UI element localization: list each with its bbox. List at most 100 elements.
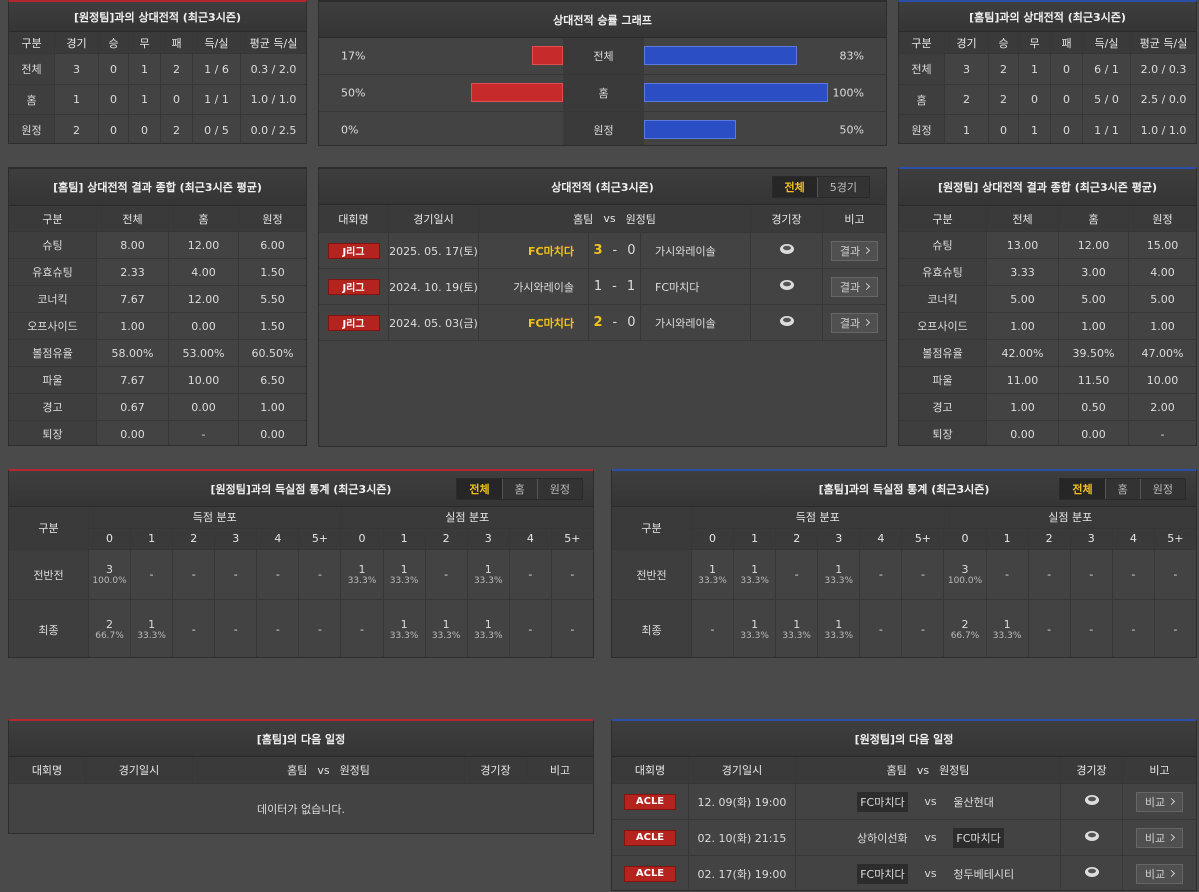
cell: 2: [161, 54, 193, 84]
cell: 1 33.3%: [692, 550, 735, 599]
panel: [원정팀]과의 상대전적 (최근3시즌) 구분 경기 승 무 패 득/실 평균 득/실 전체 3 0…: [8, 0, 307, 144]
chevron: [1168, 869, 1176, 878]
column-header: 비고: [844, 212, 865, 226]
row: 득점 분포 실점 분포: [692, 507, 1196, 529]
cell: 3 100.0%: [89, 550, 132, 599]
column-header: 비고: [1149, 764, 1170, 777]
teams: FC마치다 vs 울산현대: [796, 784, 1061, 819]
cell: -: [173, 550, 216, 599]
bucket-header: 0: [341, 528, 384, 549]
row: 전체 3 2 1 0 6 / 1 2.0 / 0.3: [899, 54, 1196, 85]
bucket-header: 5+: [902, 528, 945, 549]
left-rate: 17%: [341, 49, 366, 63]
home-team: FC마치다: [857, 791, 908, 812]
tab[interactable]: 전체: [457, 478, 502, 499]
cell: 15.00: [1146, 238, 1179, 252]
panel-title: [홈팀]과의 득실점 통계 (최근3시즌): [818, 482, 990, 496]
cell: 1.50: [260, 319, 285, 333]
row-label: 전체: [563, 38, 644, 74]
note: 결과: [823, 269, 886, 304]
left-bar: [531, 46, 563, 65]
button[interactable]: 비교: [1135, 827, 1184, 848]
cell: 13.00: [987, 232, 1059, 258]
date: 2024. 05. 03(금): [389, 305, 479, 340]
row: 전반전 3 100.0% - - - - -1 33.3% 1 33.3% -1 33.3% - -: [9, 550, 593, 600]
button[interactable]: 결과: [830, 276, 879, 297]
column-header: 홈팀: [886, 764, 907, 777]
cell: 39.50%: [1059, 340, 1129, 366]
cell: 0: [99, 115, 129, 143]
cell: 1 / 1: [193, 85, 241, 114]
panel-title: [홈팀]과의 상대전적 (최근3시즌): [969, 10, 1126, 24]
column-header: 원정팀: [339, 764, 370, 777]
score: 3-0: [589, 233, 641, 268]
row-label: 원정: [563, 112, 644, 145]
panel-title: 상대전적 승률 그래프: [553, 13, 652, 27]
column-header: 경기장: [1061, 757, 1123, 783]
button[interactable]: 결과: [830, 240, 879, 261]
percent: 33.3%: [431, 631, 461, 641]
tab[interactable]: 홈: [1104, 478, 1140, 499]
panel-title: [원정팀]과의 득실점 통계 (최근3시즌): [210, 482, 392, 496]
tab[interactable]: 원정: [536, 478, 582, 499]
row-label: 슈팅: [899, 232, 987, 258]
group-header: 득점 분포: [89, 507, 342, 528]
away-team: 울산현대: [953, 795, 994, 809]
column-header: 대회명: [319, 205, 389, 232]
cell: 1 33.3%: [384, 600, 426, 657]
row-label: 최종: [612, 600, 692, 657]
row-label: 전반전: [9, 550, 89, 599]
cell: -: [215, 550, 258, 599]
percent: 66.7%: [950, 631, 980, 641]
row: 대회명 경기일시 홈팀 vs 원정팀 경기장 비고: [319, 205, 886, 233]
count: 1: [751, 618, 759, 631]
button[interactable]: 결과: [830, 312, 879, 333]
note: 비교: [1123, 784, 1196, 819]
panel-title-bar: [홈팀]의 다음 일정: [9, 721, 593, 757]
row-label: 홈: [899, 85, 945, 114]
cell: 1 33.3%: [776, 600, 819, 657]
cell: 0: [1051, 85, 1083, 114]
cell: 1.00: [97, 313, 169, 339]
cell: 1.00: [260, 400, 285, 414]
score: 1-1: [589, 269, 641, 304]
group-header: 실점 분포: [445, 511, 490, 525]
date: 12. 09(화) 19:00: [689, 784, 796, 819]
column-header-group: 홈팀 vs 원정팀: [193, 757, 465, 783]
panel: 상대전적 승률 그래프 17% 전체 83% 50% 홈 100% 0% 원정 50%: [318, 0, 887, 146]
date: 02. 10(화) 21:15: [689, 820, 796, 855]
chevron: [863, 318, 871, 327]
column-header: 홈: [169, 206, 239, 231]
cell: 0.00: [987, 421, 1059, 445]
count: 1: [1003, 618, 1011, 631]
league-cell: J리그: [319, 269, 389, 304]
column-header: 구분: [899, 32, 945, 53]
tab[interactable]: 전체: [772, 176, 817, 197]
league-cell: J리그: [319, 305, 389, 340]
right-rate: 50%: [839, 123, 864, 137]
panel-title-bar: [홈팀] 상대전적 결과 종합 (최근3시즌 평균): [9, 169, 306, 206]
button[interactable]: 비교: [1135, 791, 1184, 812]
percent: 33.3%: [389, 576, 419, 586]
count: 1: [148, 618, 156, 631]
cell: 6.00: [260, 238, 285, 252]
tab[interactable]: 5경기: [816, 176, 869, 197]
home-score: 1: [593, 279, 603, 294]
cell: 1 33.3%: [384, 550, 426, 599]
cell: 58.00%: [97, 340, 169, 366]
cell: 0: [1019, 85, 1051, 114]
percent: 33.3%: [824, 631, 854, 641]
cell: 0.00: [169, 313, 239, 339]
panel-title-bar: [원정팀] 상대전적 결과 종합 (최근3시즌 평균): [899, 169, 1196, 206]
tab-group: 전체 홈 원정: [1059, 477, 1186, 500]
tab[interactable]: 원정: [1139, 478, 1185, 499]
column-header: 경기: [55, 32, 99, 53]
bucket-header: 2: [426, 528, 468, 549]
tab[interactable]: 전체: [1060, 478, 1105, 499]
note: 비교: [1123, 856, 1196, 890]
tab[interactable]: 홈: [501, 478, 537, 499]
button[interactable]: 비교: [1135, 863, 1184, 884]
column-header: 승: [99, 32, 129, 53]
cell: 0.00: [1059, 421, 1129, 445]
cell: 1 33.3%: [734, 600, 777, 657]
